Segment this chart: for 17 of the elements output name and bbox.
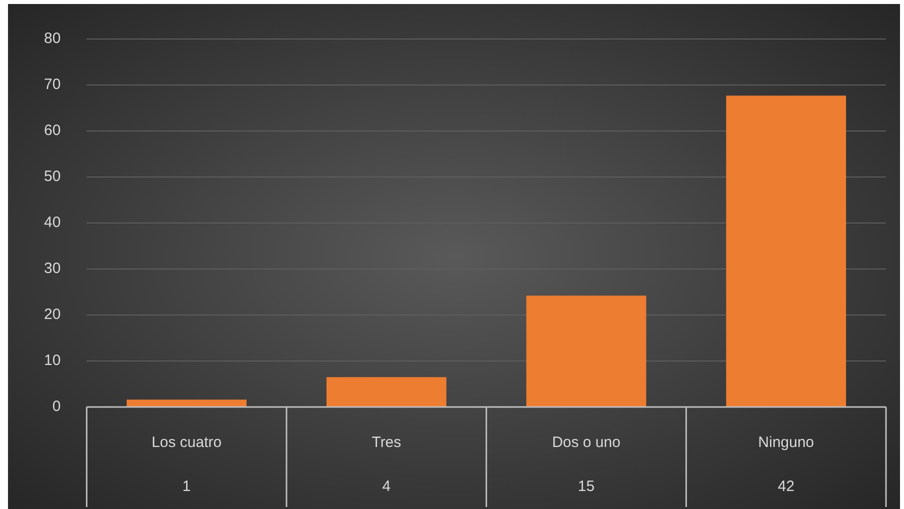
- y-tick-label: 0: [52, 398, 61, 416]
- y-tick-label: 60: [44, 122, 61, 140]
- x-tick-label: Dos o uno: [552, 434, 620, 452]
- x-tick-label: Los cuatro: [152, 434, 222, 452]
- y-tick-label: 80: [44, 30, 61, 48]
- text: 1: [182, 478, 191, 496]
- y-tick-label: 40: [44, 214, 61, 232]
- text: 42: [778, 478, 794, 496]
- y-tick-label: 10: [44, 352, 61, 370]
- text: 15: [578, 478, 595, 496]
- x-tick-label: Ninguno: [758, 434, 814, 452]
- x-tick-label: Tres: [372, 434, 402, 452]
- y-tick-label: 70: [44, 76, 61, 94]
- y-tick-label: 20: [44, 306, 61, 324]
- text: 4: [382, 478, 391, 496]
- y-tick-label: 50: [44, 168, 61, 186]
- y-tick-label: 30: [44, 260, 61, 278]
